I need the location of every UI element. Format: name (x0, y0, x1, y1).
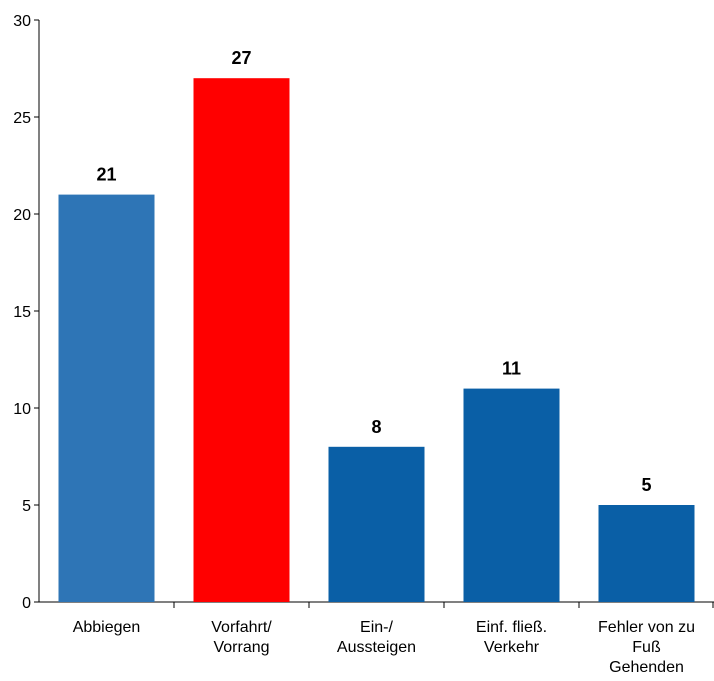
x-category-label: Abbiegen (73, 619, 141, 636)
x-category-label: Fehler von zu Fuß Gehenden (598, 619, 695, 676)
y-tick-label: 0 (22, 595, 31, 612)
data-label: 11 (502, 359, 521, 379)
bar (599, 505, 695, 602)
bar (194, 78, 290, 602)
bar (59, 195, 155, 602)
category-labels: Abbiegen Vorfahrt/Vorrang Ein-/Aussteigen E… (73, 619, 695, 676)
y-tick-label: 25 (13, 110, 31, 127)
data-label: 5 (641, 475, 651, 495)
data-labels: 21 27 8 11 5 (96, 48, 651, 495)
bar (464, 389, 560, 602)
bar (329, 447, 425, 602)
y-axis: 0 5 10 15 20 25 30 (13, 13, 39, 612)
data-label: 27 (231, 48, 251, 68)
x-category-label: Einf. fließ. Verkehr (476, 619, 547, 656)
bars (59, 78, 695, 602)
data-label: 8 (371, 417, 381, 437)
data-label: 21 (96, 165, 116, 185)
x-category-label: Vorfahrt/Vorrang (211, 619, 272, 656)
x-category-label: Ein-/Aussteigen (337, 619, 416, 656)
y-tick-label: 10 (13, 401, 31, 418)
y-tick-label: 15 (13, 304, 31, 321)
y-tick-label: 30 (13, 13, 31, 30)
x-axis (39, 602, 714, 608)
y-tick-label: 5 (22, 498, 31, 515)
y-tick-label: 20 (13, 207, 31, 224)
